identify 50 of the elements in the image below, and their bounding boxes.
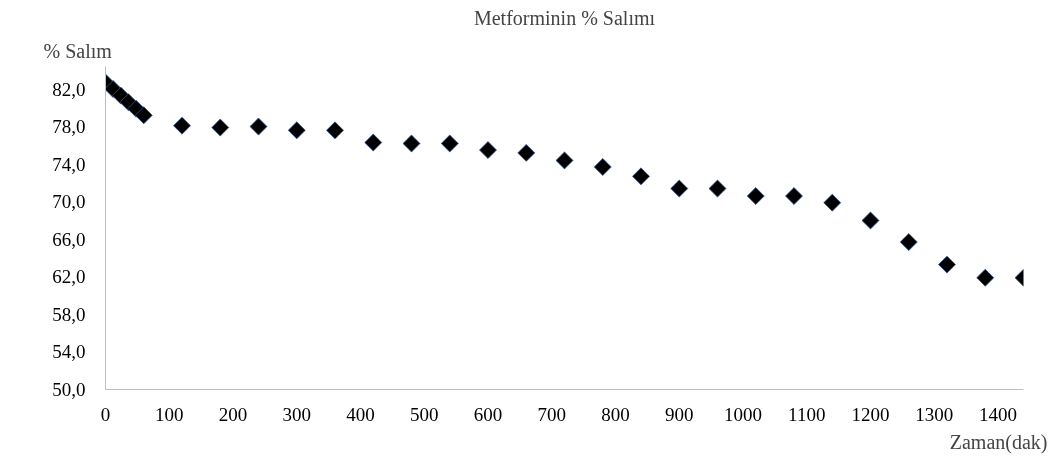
x-tick-label: 300 bbox=[282, 403, 311, 425]
point bbox=[593, 158, 612, 176]
y-tick-label: 74,0 bbox=[52, 153, 86, 175]
x-tick-label: 400 bbox=[346, 403, 375, 425]
point bbox=[287, 121, 306, 140]
y-tick-label: 54,0 bbox=[52, 341, 86, 363]
x-tick-label: 1100 bbox=[788, 403, 826, 425]
x-tick-label: 200 bbox=[218, 403, 248, 425]
y-tick-label: 78,0 bbox=[52, 116, 86, 138]
x-tick-label: 1000 bbox=[724, 403, 762, 425]
point bbox=[326, 121, 344, 140]
x-tick-label: 500 bbox=[410, 403, 439, 425]
point bbox=[555, 151, 574, 170]
point bbox=[708, 179, 727, 198]
point bbox=[976, 268, 995, 287]
chart-title: Metforminin % Salımı bbox=[473, 6, 656, 29]
y-tick-label: 50,0 bbox=[52, 379, 86, 400]
point bbox=[249, 117, 268, 136]
point bbox=[364, 133, 383, 152]
point bbox=[823, 193, 842, 212]
point bbox=[670, 179, 689, 198]
point bbox=[517, 144, 536, 162]
x-tick-label: 700 bbox=[537, 403, 566, 425]
point bbox=[440, 134, 459, 153]
point bbox=[861, 211, 880, 230]
point bbox=[173, 116, 191, 135]
x-tick-label: 100 bbox=[155, 403, 184, 425]
point bbox=[479, 141, 497, 159]
point bbox=[899, 233, 918, 251]
y-tick-label: 66,0 bbox=[52, 228, 86, 250]
point bbox=[402, 134, 421, 153]
point bbox=[938, 255, 956, 274]
point bbox=[785, 187, 803, 205]
x-tick-label: 800 bbox=[601, 403, 630, 425]
y-axis-title: % Salım bbox=[43, 39, 113, 62]
point bbox=[632, 167, 650, 186]
point bbox=[211, 118, 230, 137]
x-axis-title: Zaman(dak) bbox=[949, 430, 1048, 454]
y-tick-label: 62,0 bbox=[52, 266, 86, 288]
y-tick-label: 82,0 bbox=[52, 78, 86, 100]
x-tick-label: 600 bbox=[473, 403, 503, 425]
y-tick-label: 70,0 bbox=[52, 191, 86, 213]
point bbox=[746, 187, 765, 205]
y-tick-label: 58,0 bbox=[52, 303, 86, 325]
x-tick-label: 1400 bbox=[979, 403, 1017, 425]
point bbox=[134, 106, 153, 125]
x-tick-label: 1300 bbox=[915, 403, 954, 425]
x-tick-label: 0 bbox=[100, 403, 111, 425]
x-tick-label: 900 bbox=[665, 403, 694, 425]
x-tick-label: 1200 bbox=[851, 403, 890, 425]
